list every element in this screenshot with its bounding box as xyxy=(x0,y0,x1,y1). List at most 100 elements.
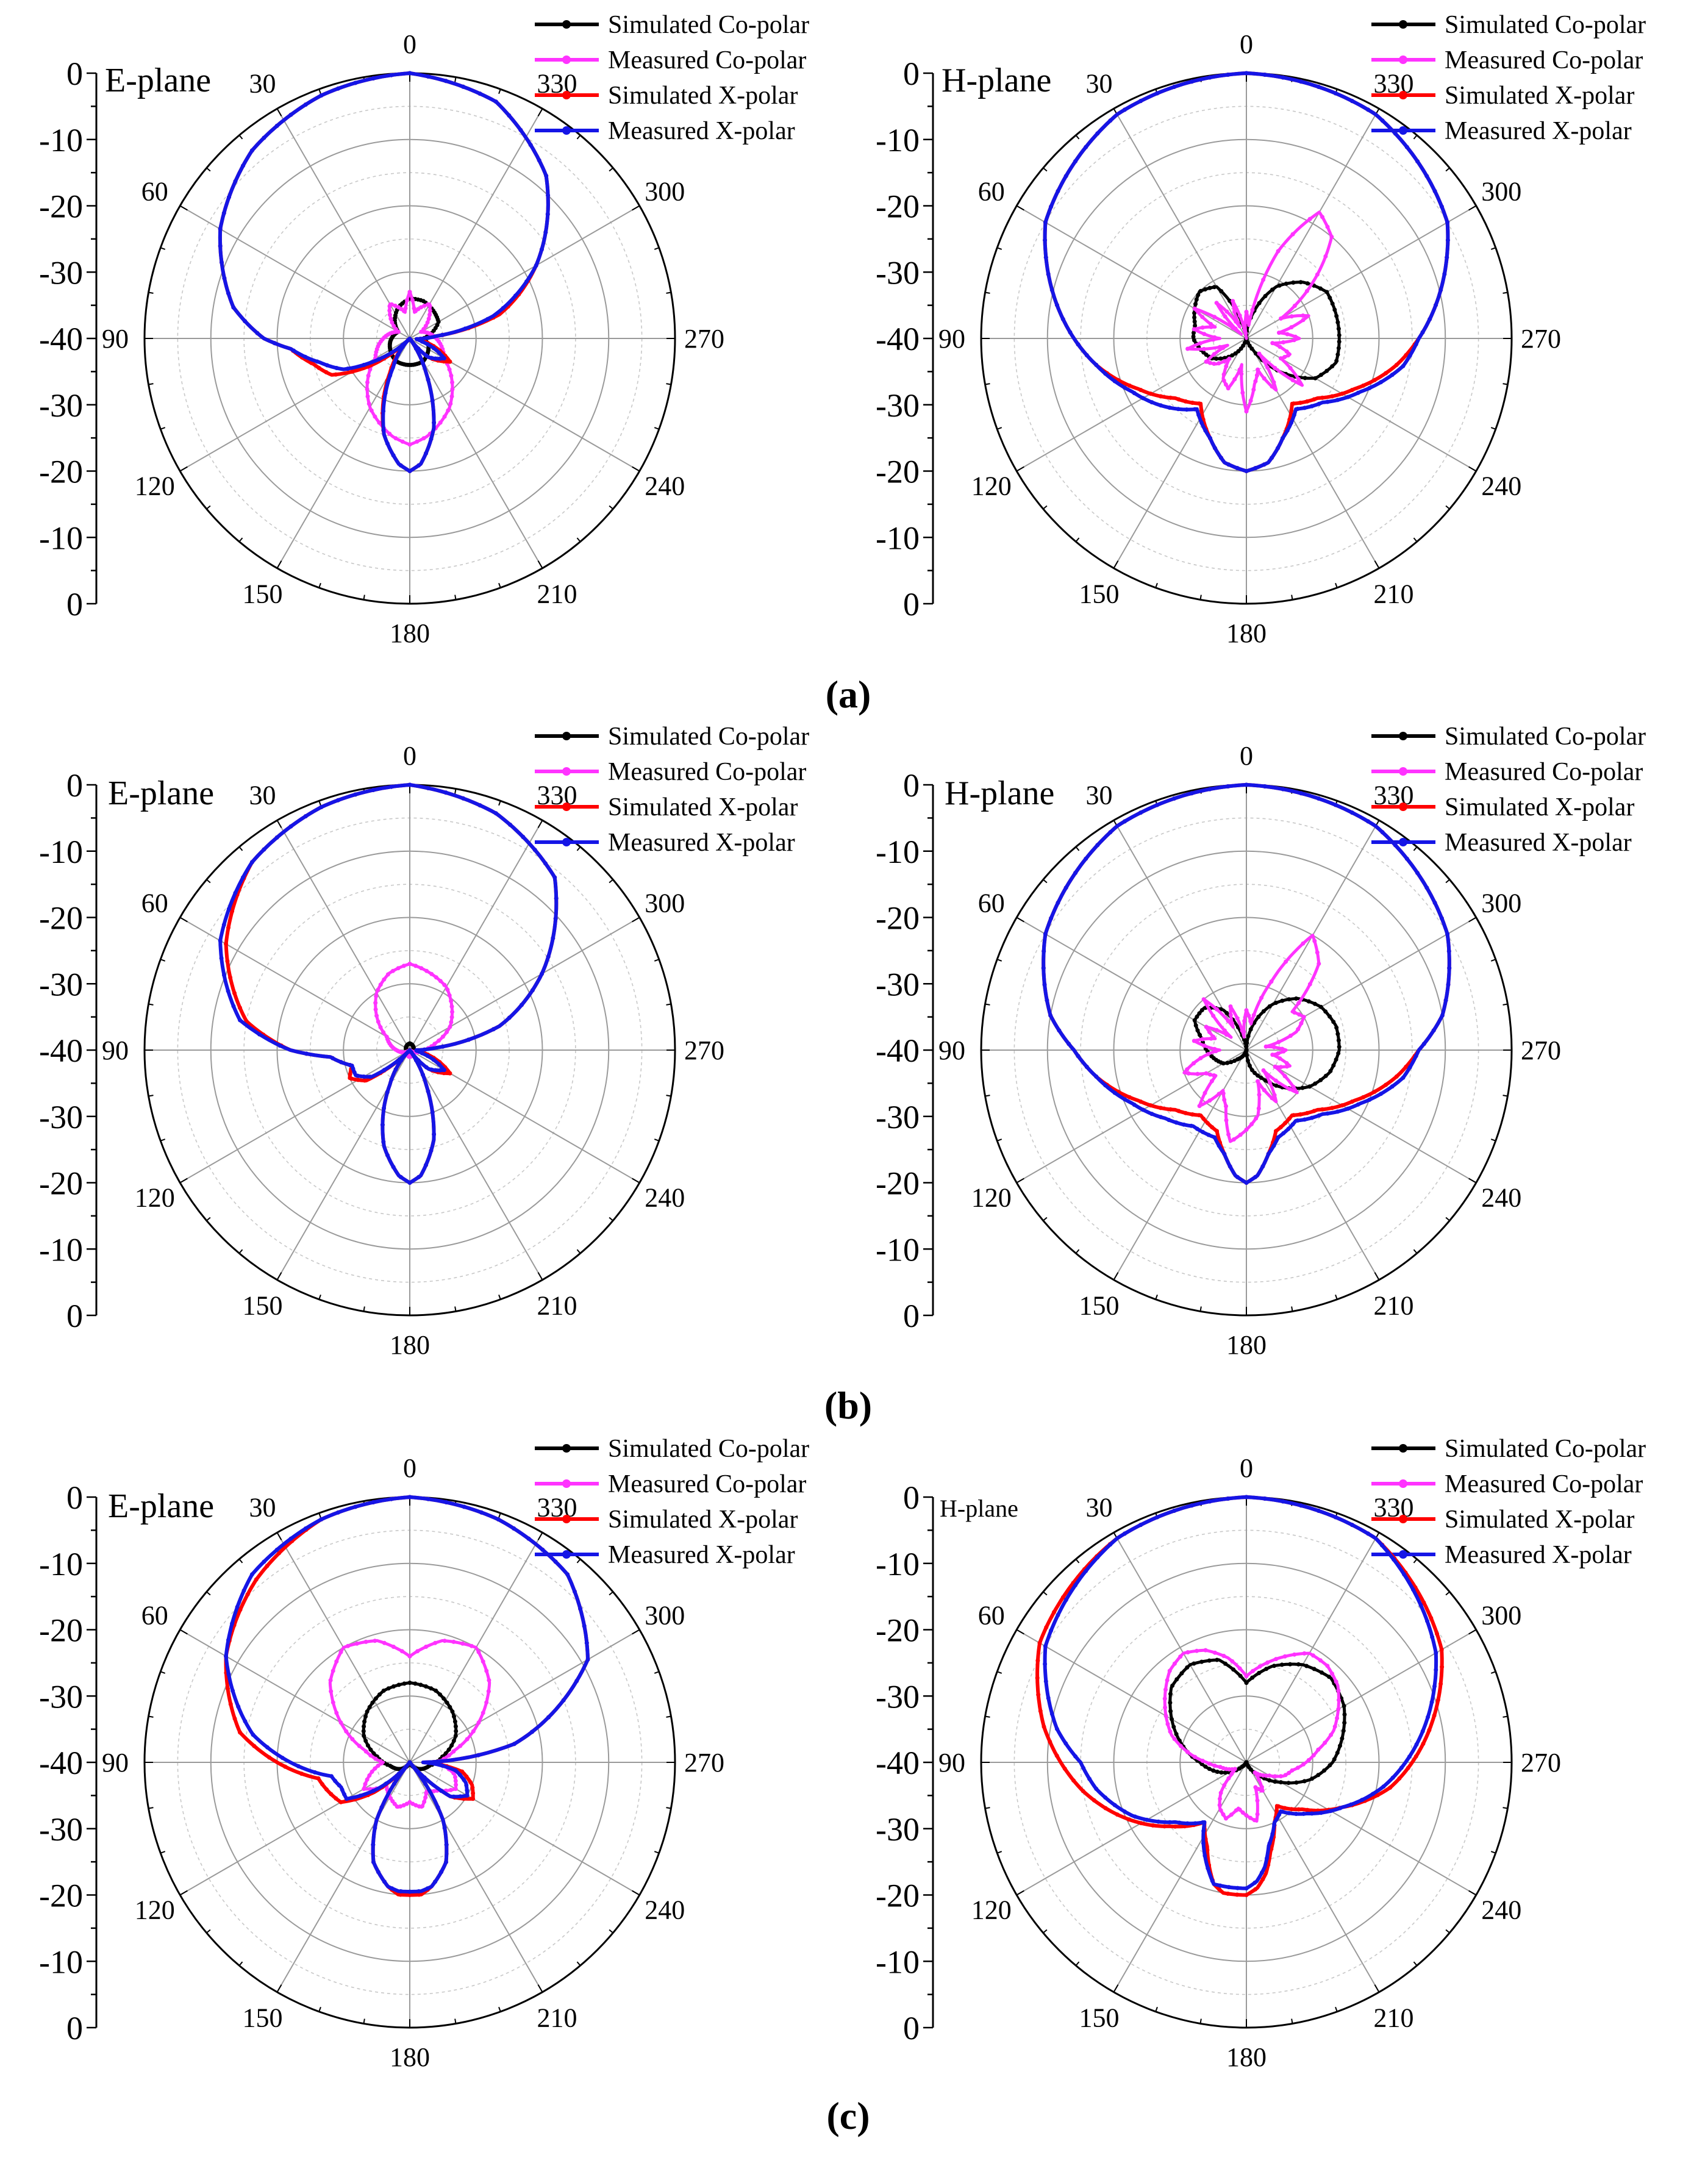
series-marker xyxy=(1296,1662,1301,1667)
series-marker xyxy=(1414,1742,1419,1747)
series-marker xyxy=(1257,1777,1261,1782)
series-marker xyxy=(1257,1092,1262,1097)
angle-tick-mark xyxy=(985,291,990,294)
series-marker xyxy=(528,143,533,148)
series-marker xyxy=(1302,1117,1307,1122)
series-marker xyxy=(1413,1054,1418,1059)
radial-tick-label: -40 xyxy=(876,1745,920,1781)
series-marker xyxy=(1425,1618,1429,1623)
series-marker xyxy=(1312,1001,1317,1006)
series-marker xyxy=(453,1775,457,1779)
series-marker xyxy=(1287,1770,1292,1775)
series-marker xyxy=(1292,338,1296,343)
series-marker xyxy=(1323,1740,1327,1745)
series-marker xyxy=(1336,1051,1341,1056)
angle-tick-label: 90 xyxy=(102,1748,129,1778)
series-marker xyxy=(426,316,431,321)
series-marker xyxy=(554,896,559,901)
series-marker xyxy=(415,1649,420,1654)
radial-tick-label: -30 xyxy=(876,966,920,1003)
series-marker xyxy=(1372,1089,1377,1094)
series-marker xyxy=(1279,316,1283,321)
series-marker xyxy=(1200,1759,1205,1763)
angle-tick-mark xyxy=(1490,247,1496,250)
series-marker xyxy=(1193,1754,1198,1759)
series-marker xyxy=(365,1743,370,1748)
series-marker xyxy=(288,1536,293,1541)
angle-tick-mark xyxy=(148,291,154,294)
series-marker xyxy=(1330,364,1335,369)
series-marker xyxy=(426,377,431,382)
series-marker xyxy=(1333,803,1338,807)
series-meas_x-c-e xyxy=(224,1495,590,1894)
series-marker xyxy=(1388,1786,1393,1790)
series-marker xyxy=(1202,1043,1207,1048)
series-marker xyxy=(1323,1073,1328,1078)
series-marker xyxy=(1288,1662,1293,1667)
radial-tick-label: -10 xyxy=(876,1546,920,1582)
series-marker xyxy=(1237,1666,1242,1671)
angle-tick-mark xyxy=(1374,1272,1380,1281)
series-marker xyxy=(457,1773,462,1777)
angle-tick-label: 300 xyxy=(645,177,685,207)
series-marker xyxy=(1227,1164,1232,1169)
series-marker xyxy=(1260,1164,1265,1169)
series-marker xyxy=(1167,1668,1172,1673)
series-marker xyxy=(1095,1555,1100,1560)
plane-label: E-plane xyxy=(108,1487,214,1525)
series-marker xyxy=(1213,1049,1218,1054)
series-marker xyxy=(451,1739,456,1743)
series-marker xyxy=(1196,293,1201,298)
series-marker xyxy=(1081,1765,1086,1770)
series-marker xyxy=(1183,399,1188,404)
series-marker xyxy=(1276,1135,1281,1140)
grid-spoke xyxy=(409,205,640,339)
series-marker xyxy=(1242,328,1247,333)
series-marker xyxy=(1349,810,1354,815)
series-marker xyxy=(471,1797,476,1801)
series-marker xyxy=(413,1681,418,1686)
series-marker xyxy=(445,987,450,992)
series-marker xyxy=(449,1004,454,1009)
series-marker xyxy=(438,979,443,984)
angle-tick-mark xyxy=(206,879,211,884)
series-marker xyxy=(1318,1658,1323,1663)
series-marker xyxy=(1095,843,1100,848)
series-marker xyxy=(355,1073,360,1078)
series-marker xyxy=(1211,1014,1216,1018)
angle-tick-mark xyxy=(238,846,243,851)
legend-marker xyxy=(562,838,571,846)
series-marker xyxy=(453,1778,458,1783)
legend-marker xyxy=(562,803,571,811)
angle-tick-mark xyxy=(1043,1217,1048,1221)
angle-tick-label: 30 xyxy=(1086,69,1113,99)
legend-label: Measured Co-polar xyxy=(1445,46,1643,74)
angle-tick-mark xyxy=(1043,505,1048,510)
series-marker xyxy=(460,1769,465,1774)
angle-tick-mark xyxy=(1468,1629,1477,1635)
series-marker xyxy=(1185,1650,1190,1654)
legend-label: Measured X-polar xyxy=(608,117,795,145)
radial-tick-label: -10 xyxy=(876,122,920,159)
series-marker xyxy=(1226,462,1231,467)
series-marker xyxy=(572,1589,577,1594)
series-marker xyxy=(389,1077,394,1082)
grid-spoke xyxy=(409,108,543,339)
angle-tick-mark xyxy=(1155,1294,1158,1300)
series-marker xyxy=(1196,1113,1201,1118)
angle-tick-label: 60 xyxy=(141,888,168,918)
grid-spoke xyxy=(276,1762,410,1993)
series-marker xyxy=(1193,407,1198,412)
angle-tick-label: 30 xyxy=(249,69,276,99)
series-marker xyxy=(1267,1841,1272,1846)
series-marker xyxy=(1366,819,1370,824)
series-marker xyxy=(373,1001,378,1006)
grid-spoke xyxy=(1016,205,1247,339)
radial-tick-label: -20 xyxy=(876,1165,920,1202)
series-marker xyxy=(380,1123,385,1128)
series-marker xyxy=(444,1860,448,1864)
angle-tick-label: 30 xyxy=(249,1493,276,1523)
series-marker xyxy=(1200,325,1205,330)
series-marker xyxy=(1421,1600,1426,1605)
series-marker xyxy=(1247,1064,1252,1068)
